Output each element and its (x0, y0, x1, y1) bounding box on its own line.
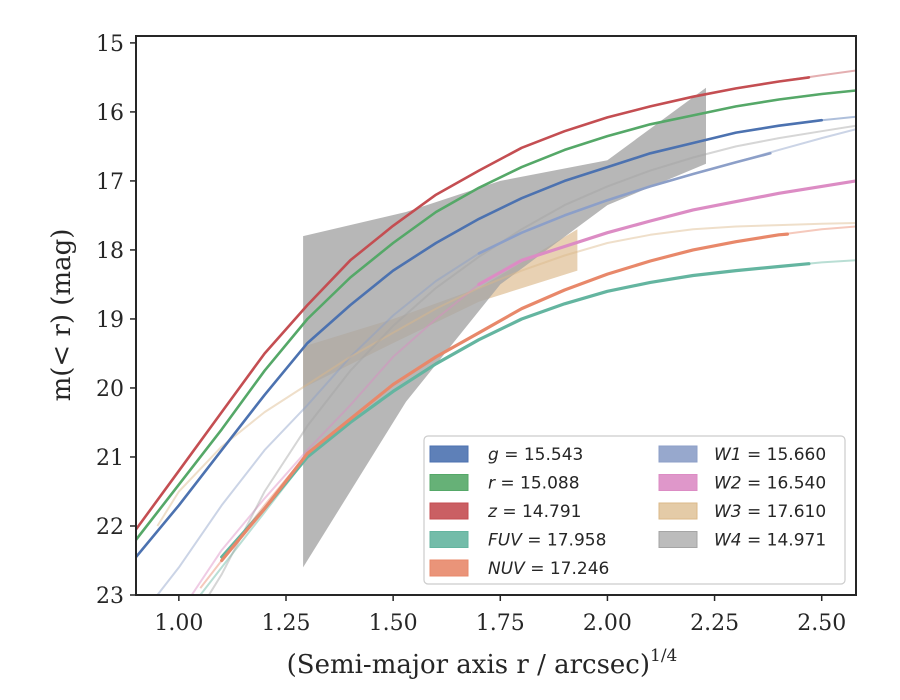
legend-swatch-r (429, 474, 469, 491)
legend-swatch-w3 (658, 502, 698, 520)
curve-w2 (477, 179, 856, 286)
y-tick-label: 16 (96, 101, 124, 126)
uncertainty-bands (303, 87, 706, 568)
x-tick-label: 1.50 (369, 611, 418, 636)
curve-fuv (220, 262, 811, 559)
x-tick-label: 1.00 (154, 611, 203, 636)
x-tick-label: 2.25 (690, 611, 739, 636)
legend-swatch-g (429, 445, 469, 463)
y-tick-label: 22 (96, 515, 124, 540)
legend-label-w3: W3 = 17.610 (714, 502, 826, 522)
y-tick-label: 19 (96, 308, 124, 333)
curve-z (136, 76, 811, 531)
y-axis-label: m(< r) (mag) (47, 229, 77, 402)
legend-swatch-z (429, 502, 469, 520)
plot-frame (135, 35, 857, 596)
legend-label-w4: W4 = 14.971 (714, 531, 826, 551)
measured-curves (136, 76, 856, 563)
curve-g (136, 118, 823, 559)
curve-w1 (477, 152, 772, 255)
curve-faint-w4 (208, 124, 856, 595)
x-tick-label: 1.25 (262, 611, 311, 636)
legend-swatch-w4 (658, 531, 698, 548)
x-axis-ticks: 1.00 1.25 1.50 1.75 2.00 2.25 2.50 (154, 595, 846, 636)
y-tick-label: 21 (96, 446, 124, 471)
x-tick-label: 2.00 (583, 611, 632, 636)
x-tick-label: 2.50 (797, 611, 846, 636)
legend-label-fuv: FUV = 17.958 (488, 531, 606, 551)
legend: g = 15.543 r = 15.088 z = 14.791 FUV = 17.9… (423, 435, 846, 585)
legend-swatch-w2 (658, 474, 698, 491)
legend-swatch-nuv (429, 559, 469, 577)
curve-r (136, 89, 856, 542)
band-w4 (303, 87, 706, 568)
curve-faint-w3 (156, 222, 856, 527)
x-tick-label: 1.75 (476, 611, 525, 636)
x-axis-label: (Semi-major axis r / arcsec)1/4 (287, 646, 678, 680)
legend-swatch-fuv (429, 531, 469, 548)
legend-label-w1: W1 = 15.660 (714, 445, 826, 465)
legend-label-z: z = 14.791 (487, 502, 581, 522)
curve-nuv (220, 232, 789, 563)
legend-label-g: g = 15.543 (488, 445, 583, 465)
legend-label-nuv: NUV = 17.246 (488, 559, 609, 579)
legend-label-w2: W2 = 16.540 (714, 474, 826, 494)
legend-label-r: r = 15.088 (488, 474, 580, 494)
legend-swatch-w1 (658, 445, 698, 463)
legend-box (423, 435, 846, 585)
y-tick-label: 20 (96, 377, 124, 402)
y-tick-label: 15 (96, 32, 124, 57)
y-tick-label: 23 (96, 584, 124, 609)
y-axis-ticks: 15 16 17 18 19 20 21 22 23 (96, 32, 136, 609)
y-tick-label: 17 (96, 170, 124, 195)
y-tick-label: 18 (96, 239, 124, 264)
